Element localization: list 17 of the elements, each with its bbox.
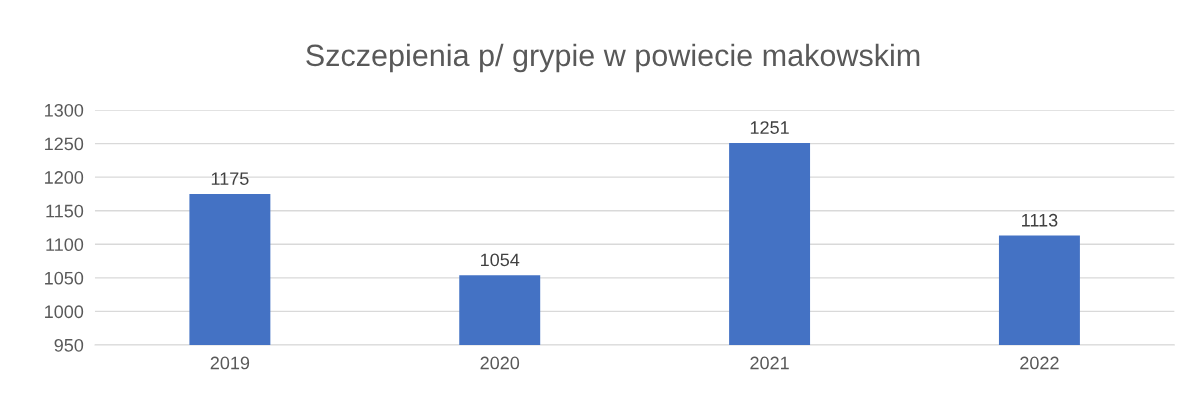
x-tick-label: 2020 (480, 356, 520, 370)
data-label: 1113 (1022, 213, 1058, 227)
y-tick-label: 1150 (46, 204, 84, 218)
y-tick-label: 1000 (45, 305, 84, 319)
y-tick-label: 950 (54, 338, 84, 352)
x-tick-label: 2021 (750, 356, 789, 370)
y-tick-label: 1050 (45, 271, 84, 285)
data-label: 1054 (481, 253, 520, 267)
y-tick-label: 1100 (46, 238, 84, 252)
y-tick-label: 1300 (45, 103, 84, 117)
y-tick-label: 1250 (45, 137, 84, 151)
y-tick-label: 1200 (45, 171, 84, 184)
chart-title: Szczepienia p/ grypie w powiecie makowskim (306, 43, 920, 73)
x-tick-label: 2022 (1020, 356, 1059, 370)
x-tick-label: 2019 (210, 356, 250, 370)
data-label: 1175 (211, 172, 249, 185)
data-label: 1251 (750, 121, 789, 134)
